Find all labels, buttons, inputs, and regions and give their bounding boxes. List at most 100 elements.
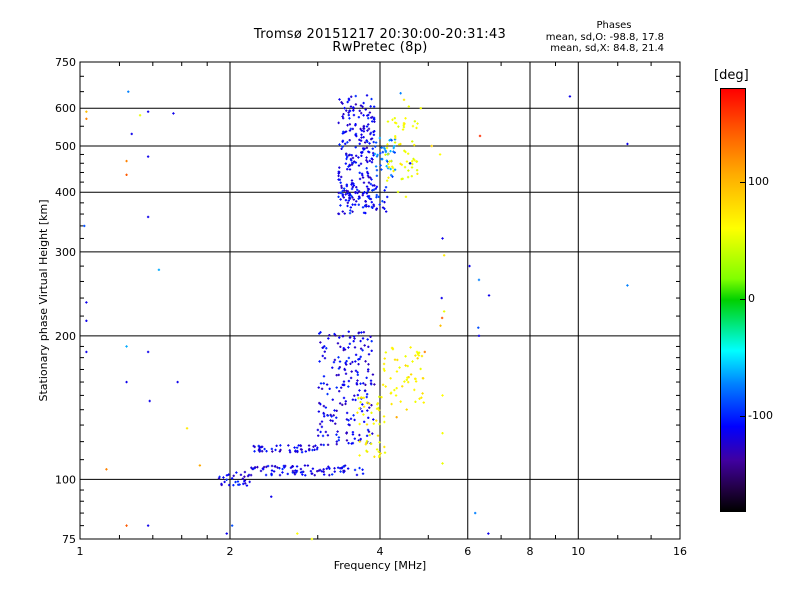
- echo-point: [342, 396, 346, 400]
- echo-point: [369, 182, 373, 186]
- echo-point: [318, 360, 321, 363]
- x-tick-label: 10: [571, 545, 585, 558]
- echo-point: [262, 465, 266, 469]
- echo-point: [130, 132, 133, 136]
- echo-point: [369, 197, 373, 201]
- echo-point: [365, 395, 368, 399]
- echo-point: [365, 146, 369, 149]
- echo-point: [357, 331, 361, 334]
- echo-point: [373, 152, 377, 156]
- echo-point: [308, 447, 311, 451]
- echo-point: [403, 149, 406, 152]
- echo-point: [345, 184, 349, 188]
- echo-point: [261, 468, 265, 471]
- echo-point: [354, 146, 357, 149]
- echo-point: [370, 339, 373, 343]
- echo-point: [393, 358, 397, 361]
- echo-point: [336, 430, 339, 433]
- echo-point: [393, 141, 397, 144]
- echo-point: [368, 159, 372, 162]
- echo-point: [384, 385, 387, 388]
- echo-point: [276, 466, 279, 469]
- echo-point: [360, 111, 363, 115]
- echo-point: [351, 398, 355, 401]
- echo-point: [338, 143, 341, 146]
- echo-point: [243, 470, 247, 474]
- echo-point: [304, 450, 307, 453]
- echo-point: [146, 110, 150, 113]
- echo-point: [345, 157, 348, 161]
- echo-point: [468, 264, 471, 268]
- echo-point: [359, 382, 362, 385]
- echo-point: [270, 469, 274, 472]
- echo-point: [301, 473, 304, 476]
- echo-point: [409, 373, 413, 376]
- echo-point: [357, 116, 361, 119]
- echo-point: [341, 102, 344, 105]
- echo-point: [367, 345, 370, 349]
- echo-point: [370, 403, 373, 407]
- echo-point: [350, 163, 354, 166]
- echo-point: [329, 413, 332, 417]
- echo-point: [157, 268, 161, 272]
- echo-point: [185, 427, 189, 430]
- echo-point: [384, 185, 388, 189]
- echo-point: [358, 109, 361, 112]
- echo-point: [346, 204, 349, 208]
- echo-point: [357, 195, 361, 198]
- echo-point: [341, 145, 344, 148]
- echo-point: [347, 199, 350, 202]
- echo-point: [244, 482, 247, 485]
- echo-point: [380, 146, 383, 149]
- echo-point: [346, 100, 349, 104]
- echo-point: [389, 149, 392, 153]
- echo-point: [368, 406, 371, 409]
- echo-point: [383, 207, 386, 210]
- echo-point: [377, 455, 381, 459]
- echo-point: [344, 193, 347, 196]
- echo-point: [355, 185, 358, 189]
- echo-point: [404, 355, 407, 358]
- echo-point: [252, 444, 255, 448]
- x-tick-label: 6: [464, 545, 471, 558]
- echo-point: [347, 423, 350, 426]
- echo-point: [358, 440, 361, 443]
- echo-point: [325, 347, 328, 350]
- echo-point: [375, 207, 378, 210]
- echo-point: [306, 464, 310, 467]
- echo-point: [362, 181, 366, 184]
- echo-point: [366, 114, 369, 117]
- echo-point: [403, 122, 406, 125]
- echo-point: [415, 160, 419, 163]
- echo-point: [352, 198, 356, 201]
- echo-point: [370, 97, 373, 101]
- echo-point: [322, 443, 325, 447]
- echo-point: [227, 483, 231, 487]
- echo-point: [371, 189, 374, 192]
- echo-point: [353, 337, 356, 340]
- echo-point: [353, 203, 357, 206]
- echo-point: [293, 446, 296, 449]
- echo-point: [383, 200, 386, 204]
- echo-point: [365, 94, 369, 97]
- echo-point: [278, 450, 281, 453]
- echo-point: [357, 164, 361, 167]
- echo-point: [342, 380, 346, 383]
- echo-point: [356, 379, 359, 382]
- colorbar-tick: [740, 181, 746, 183]
- echo-point: [369, 176, 372, 179]
- echo-point: [345, 363, 348, 366]
- echo-point: [358, 454, 361, 457]
- echo-point: [345, 155, 349, 159]
- echo-point: [350, 95, 353, 98]
- echo-point: [375, 193, 378, 197]
- echo-point: [338, 365, 342, 369]
- echo-point: [420, 396, 423, 399]
- echo-point: [313, 448, 316, 451]
- echo-point: [311, 448, 314, 452]
- echo-point: [360, 129, 363, 132]
- echo-point: [354, 103, 358, 106]
- echo-point: [225, 474, 229, 477]
- echo-point: [237, 483, 240, 486]
- echo-point: [381, 383, 385, 386]
